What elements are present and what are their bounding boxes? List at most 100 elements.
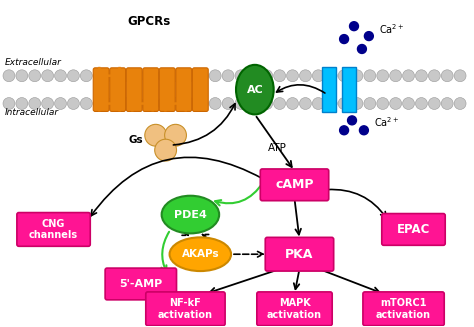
Circle shape <box>339 126 348 135</box>
Text: Intracellular: Intracellular <box>5 108 59 117</box>
Circle shape <box>312 97 324 110</box>
Circle shape <box>338 97 350 110</box>
Circle shape <box>80 70 92 82</box>
Text: Ca$^{2+}$: Ca$^{2+}$ <box>374 115 399 129</box>
Circle shape <box>171 70 182 82</box>
Circle shape <box>145 97 157 110</box>
Circle shape <box>347 116 356 125</box>
FancyBboxPatch shape <box>159 68 175 112</box>
FancyBboxPatch shape <box>382 214 445 245</box>
Circle shape <box>209 70 221 82</box>
Circle shape <box>155 139 176 161</box>
Circle shape <box>357 44 366 53</box>
FancyBboxPatch shape <box>322 67 336 112</box>
Circle shape <box>93 70 105 82</box>
FancyBboxPatch shape <box>176 68 191 112</box>
Circle shape <box>325 97 337 110</box>
Text: PKA: PKA <box>285 248 314 261</box>
FancyBboxPatch shape <box>93 68 109 112</box>
Circle shape <box>441 70 453 82</box>
Circle shape <box>16 70 28 82</box>
Circle shape <box>365 32 374 41</box>
Circle shape <box>428 97 440 110</box>
Circle shape <box>196 97 208 110</box>
Text: cAMP: cAMP <box>275 178 314 191</box>
Text: CNG
channels: CNG channels <box>29 219 78 240</box>
Circle shape <box>132 97 144 110</box>
FancyBboxPatch shape <box>17 213 90 246</box>
Circle shape <box>390 97 401 110</box>
Text: MAPK
activation: MAPK activation <box>267 298 322 319</box>
Circle shape <box>416 97 428 110</box>
Circle shape <box>454 97 466 110</box>
Circle shape <box>106 97 118 110</box>
FancyBboxPatch shape <box>265 237 334 271</box>
Text: Ca$^{2+}$: Ca$^{2+}$ <box>379 22 404 36</box>
Circle shape <box>145 124 166 146</box>
Text: AC: AC <box>246 85 263 95</box>
FancyBboxPatch shape <box>146 292 225 326</box>
FancyBboxPatch shape <box>143 68 159 112</box>
Circle shape <box>119 97 131 110</box>
Text: PDE4: PDE4 <box>174 210 207 219</box>
Circle shape <box>261 70 273 82</box>
Circle shape <box>454 70 466 82</box>
Circle shape <box>132 70 144 82</box>
Circle shape <box>351 70 363 82</box>
Circle shape <box>235 70 247 82</box>
Circle shape <box>171 97 182 110</box>
Circle shape <box>55 97 66 110</box>
Text: ATP: ATP <box>268 143 287 153</box>
Text: NF-kF
activation: NF-kF activation <box>158 298 213 319</box>
Circle shape <box>300 70 311 82</box>
Circle shape <box>67 70 79 82</box>
FancyBboxPatch shape <box>110 68 126 112</box>
Circle shape <box>287 97 299 110</box>
Ellipse shape <box>162 196 219 233</box>
Circle shape <box>364 97 376 110</box>
Circle shape <box>273 97 285 110</box>
Text: Extracellular: Extracellular <box>5 58 62 67</box>
Circle shape <box>196 70 208 82</box>
Circle shape <box>209 97 221 110</box>
Circle shape <box>377 70 389 82</box>
Circle shape <box>29 97 41 110</box>
Ellipse shape <box>170 237 231 271</box>
Circle shape <box>158 97 170 110</box>
Circle shape <box>164 124 186 146</box>
Circle shape <box>106 70 118 82</box>
Circle shape <box>93 97 105 110</box>
Circle shape <box>287 70 299 82</box>
Circle shape <box>3 70 15 82</box>
Text: AKAPs: AKAPs <box>182 249 219 259</box>
Circle shape <box>3 97 15 110</box>
Circle shape <box>248 70 260 82</box>
Circle shape <box>428 70 440 82</box>
Circle shape <box>29 70 41 82</box>
Circle shape <box>339 35 348 43</box>
Circle shape <box>402 97 414 110</box>
FancyBboxPatch shape <box>363 292 444 326</box>
Circle shape <box>261 97 273 110</box>
Circle shape <box>273 70 285 82</box>
Circle shape <box>80 97 92 110</box>
Text: GPCRs: GPCRs <box>127 15 170 28</box>
Circle shape <box>359 126 368 135</box>
Circle shape <box>364 70 376 82</box>
Circle shape <box>312 70 324 82</box>
Circle shape <box>183 97 195 110</box>
FancyBboxPatch shape <box>257 292 332 326</box>
Circle shape <box>158 70 170 82</box>
Circle shape <box>402 70 414 82</box>
Text: EPAC: EPAC <box>397 223 430 236</box>
FancyBboxPatch shape <box>105 268 176 300</box>
Circle shape <box>416 70 428 82</box>
Circle shape <box>248 97 260 110</box>
Circle shape <box>325 70 337 82</box>
Circle shape <box>16 97 28 110</box>
Circle shape <box>390 70 401 82</box>
Circle shape <box>338 70 350 82</box>
Circle shape <box>183 70 195 82</box>
FancyBboxPatch shape <box>342 67 356 112</box>
Circle shape <box>235 97 247 110</box>
